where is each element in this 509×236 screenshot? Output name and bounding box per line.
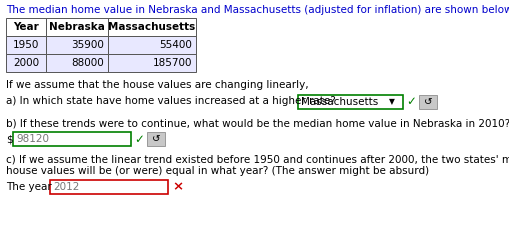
Bar <box>50 180 168 194</box>
Text: ✓: ✓ <box>406 96 416 109</box>
Bar <box>46 54 108 72</box>
Text: ▼: ▼ <box>389 97 395 106</box>
Text: 98120: 98120 <box>16 134 49 144</box>
Bar <box>108 18 196 36</box>
Text: The median home value in Nebraska and Massachusetts (adjusted for inflation) are: The median home value in Nebraska and Ma… <box>6 5 509 15</box>
Text: Nebraska: Nebraska <box>49 22 105 32</box>
Text: ↺: ↺ <box>152 134 160 144</box>
Text: 2012: 2012 <box>53 182 79 192</box>
Bar <box>108 36 196 54</box>
Text: ✓: ✓ <box>134 132 144 146</box>
Bar <box>6 36 46 54</box>
Text: 88000: 88000 <box>71 58 104 68</box>
Text: 2000: 2000 <box>13 58 39 68</box>
Text: house values will be (or were) equal in what year? (The answer might be absurd): house values will be (or were) equal in … <box>6 166 429 176</box>
Text: $: $ <box>6 134 13 144</box>
Text: a) In which state have home values increased at a higher rate?: a) In which state have home values incre… <box>6 96 336 106</box>
Text: 35900: 35900 <box>71 40 104 50</box>
Text: 55400: 55400 <box>159 40 192 50</box>
Bar <box>108 54 196 72</box>
Text: b) If these trends were to continue, what would be the median home value in Nebr: b) If these trends were to continue, wha… <box>6 118 509 128</box>
Text: 185700: 185700 <box>153 58 192 68</box>
Text: c) If we assume the linear trend existed before 1950 and continues after 2000, t: c) If we assume the linear trend existed… <box>6 154 509 164</box>
Text: ↺: ↺ <box>423 97 432 107</box>
Text: Year: Year <box>13 22 39 32</box>
Text: Massachusetts: Massachusetts <box>108 22 195 32</box>
Bar <box>46 36 108 54</box>
Bar <box>419 95 437 109</box>
Text: The year: The year <box>6 182 52 192</box>
Bar <box>46 18 108 36</box>
Bar <box>6 54 46 72</box>
Bar <box>298 95 403 109</box>
Text: ×: × <box>172 181 183 194</box>
Text: 1950: 1950 <box>13 40 39 50</box>
Text: If we assume that the house values are changing linearly,: If we assume that the house values are c… <box>6 80 308 90</box>
Bar <box>147 132 165 146</box>
Bar <box>6 18 46 36</box>
Bar <box>13 132 131 146</box>
Text: Massachusetts: Massachusetts <box>301 97 378 107</box>
